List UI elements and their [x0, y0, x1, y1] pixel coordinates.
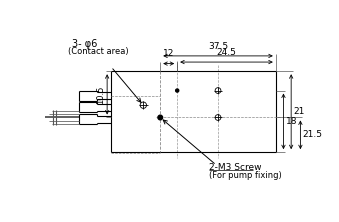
Text: 3- φ6: 3- φ6	[73, 39, 98, 49]
Text: 21.5: 21.5	[303, 130, 323, 139]
Text: 2-M3 Screw: 2-M3 Screw	[209, 163, 261, 172]
Circle shape	[176, 89, 179, 92]
Text: 10.5: 10.5	[97, 85, 105, 104]
Text: 21: 21	[294, 107, 305, 116]
Text: 37.5: 37.5	[208, 42, 228, 51]
Text: 18: 18	[286, 117, 297, 126]
Text: (Contact area): (Contact area)	[68, 47, 128, 56]
Text: 24.5: 24.5	[217, 48, 236, 57]
Text: (For pump fixing): (For pump fixing)	[209, 171, 281, 180]
Text: 12: 12	[163, 49, 175, 58]
Circle shape	[158, 115, 163, 120]
